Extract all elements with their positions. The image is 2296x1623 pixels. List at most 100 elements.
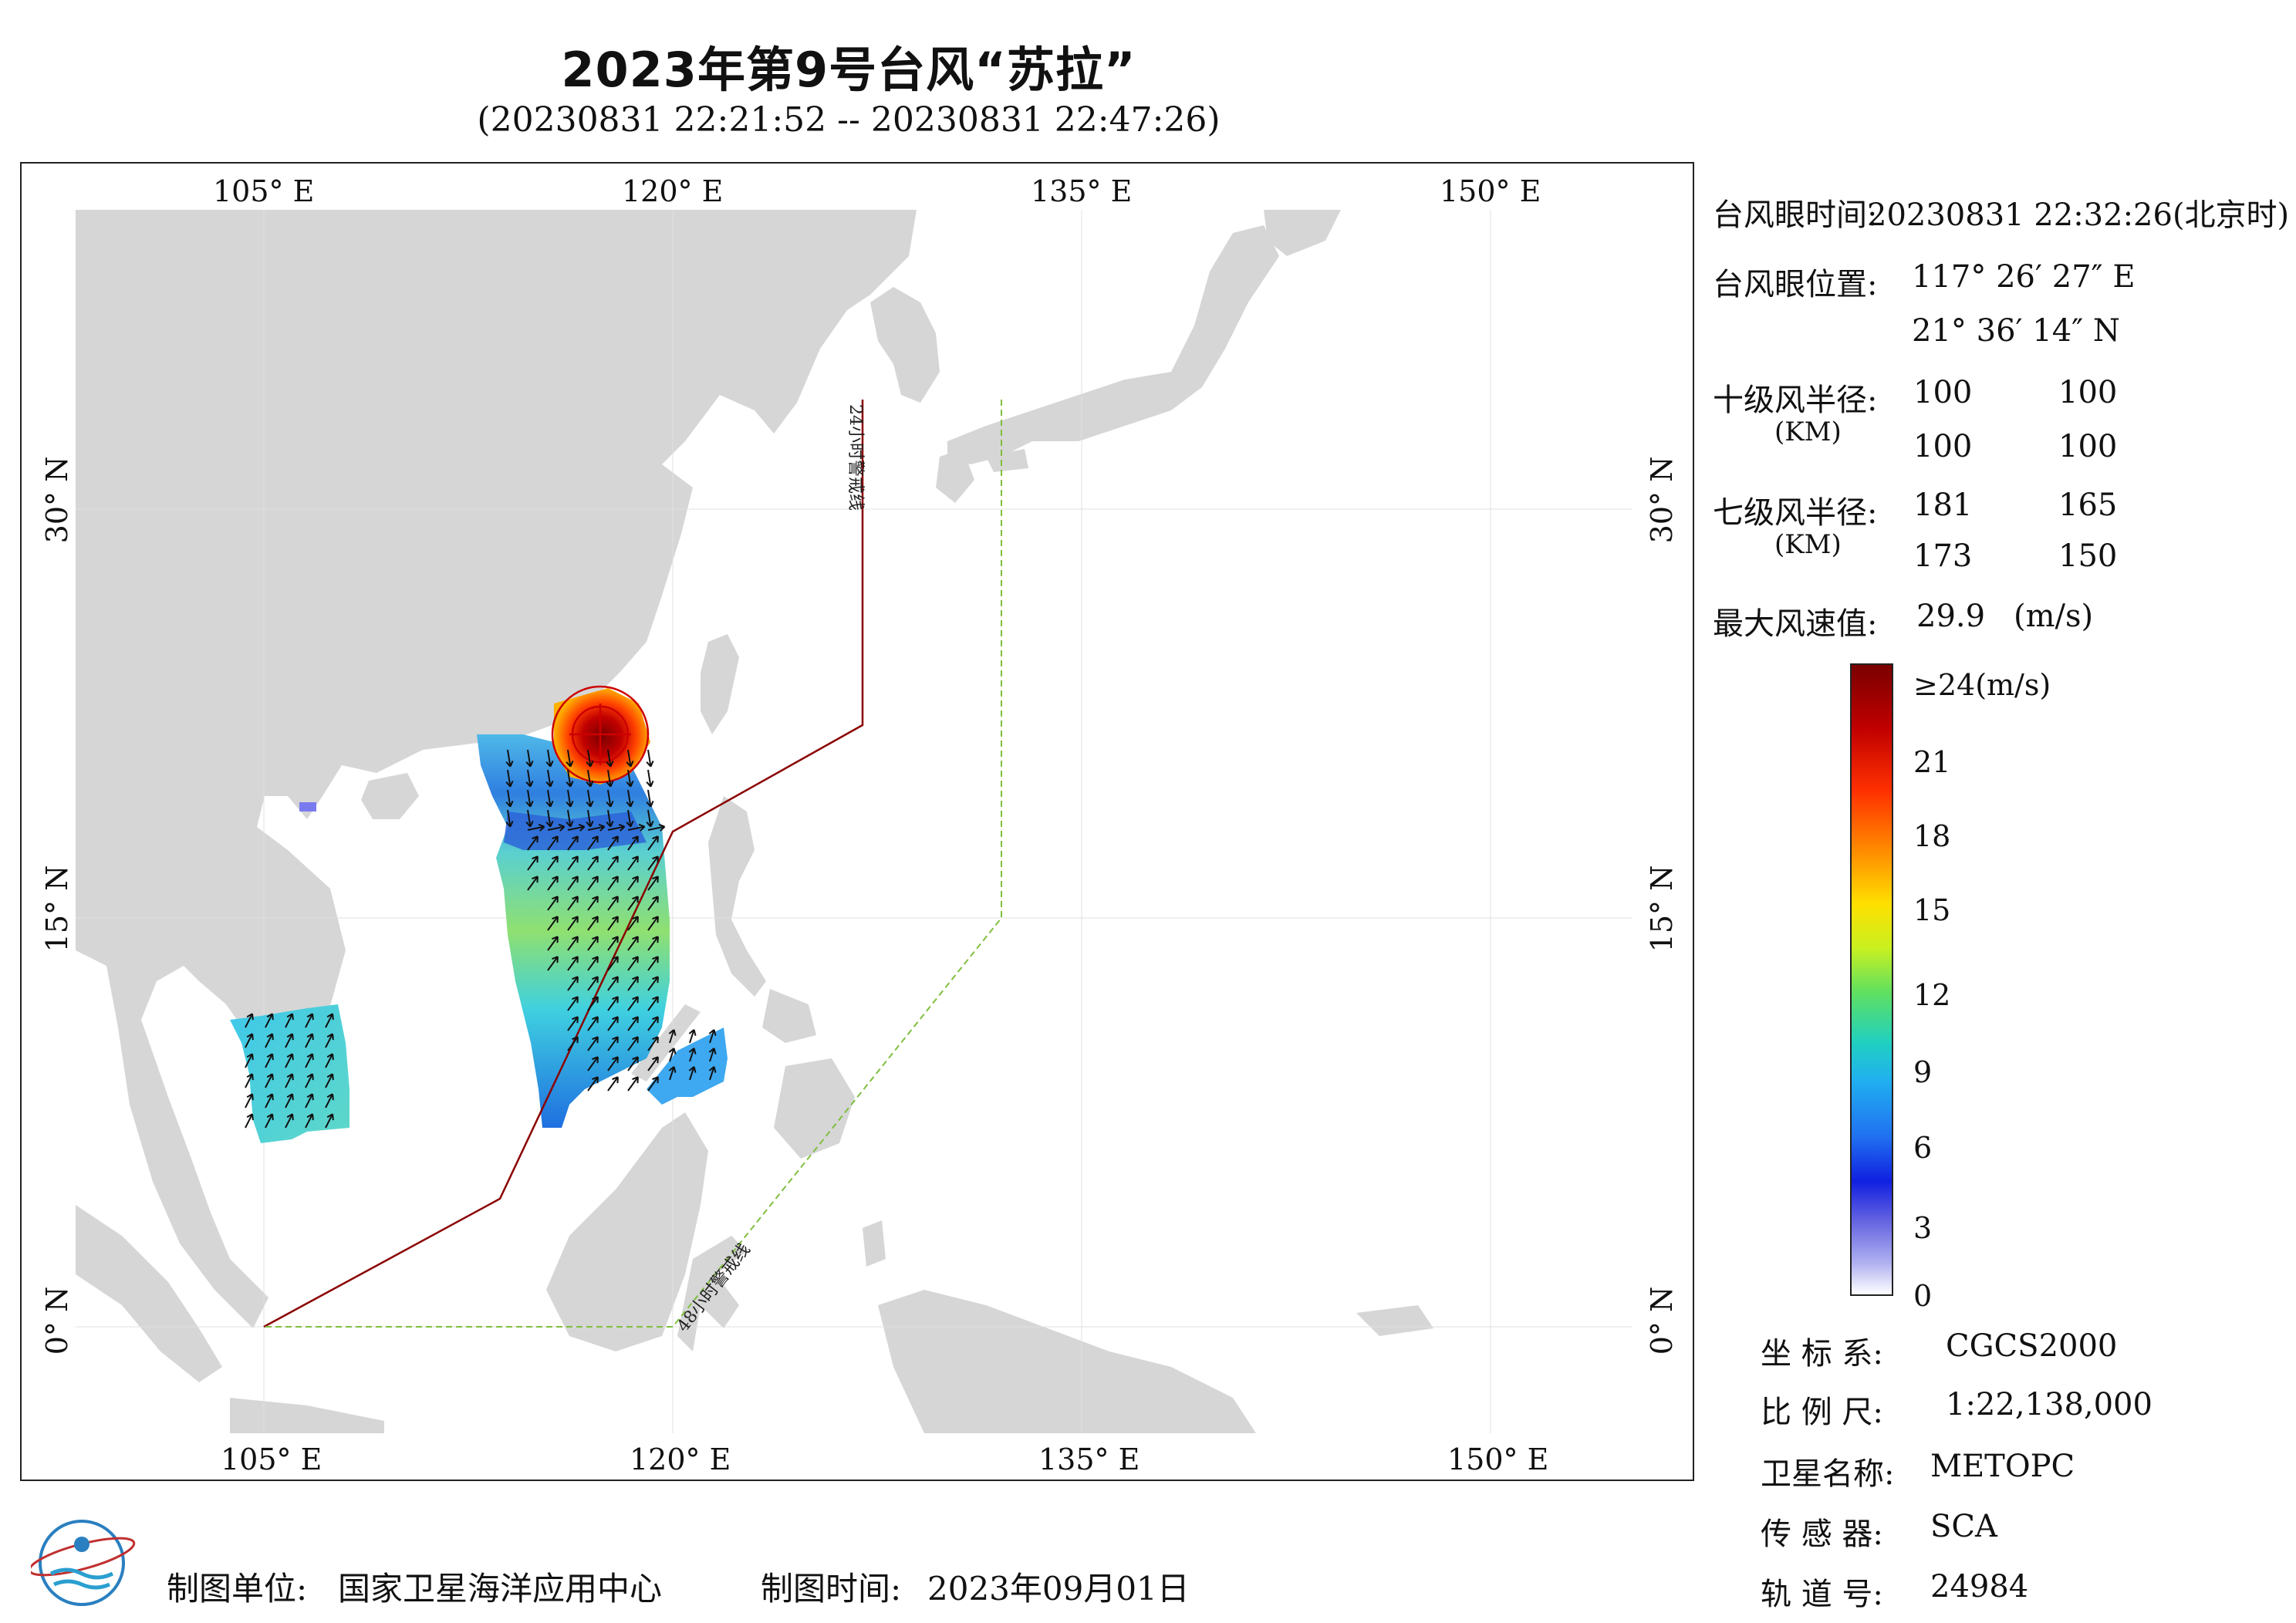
wind-arrow xyxy=(587,876,599,891)
wind-arrow xyxy=(647,1076,659,1092)
wind-arrow xyxy=(245,1113,254,1129)
wind-arrow xyxy=(566,769,574,788)
wind-arrow xyxy=(527,876,539,891)
sensor-label: 传 感 器: xyxy=(1761,1517,1883,1552)
wind-arrow xyxy=(607,1036,619,1051)
wind-arrow xyxy=(567,996,579,1011)
wind-arrow xyxy=(708,1066,717,1081)
wind-arrow xyxy=(265,1013,274,1028)
eye-position-label: 台风眼位置: xyxy=(1713,267,1878,302)
wind-arrow xyxy=(567,855,579,871)
wind-arrow xyxy=(586,769,594,788)
wind-arrow xyxy=(567,876,579,891)
wind-arrow xyxy=(305,1033,314,1048)
wind-arrow xyxy=(607,996,619,1011)
wind-arrow xyxy=(305,1013,314,1028)
wind-arrow xyxy=(525,809,534,828)
colorbar-label-15: 15 xyxy=(1913,893,1951,927)
wind-arrow xyxy=(285,1013,294,1028)
r10-sw: 100 xyxy=(1913,429,1973,464)
wind-arrow xyxy=(587,896,599,911)
wind-arrow xyxy=(627,1016,639,1031)
wind-arrow xyxy=(265,1073,274,1088)
satellite-value: METOPC xyxy=(1930,1449,2075,1484)
satellite-label: 卫星名称: xyxy=(1761,1456,1895,1492)
r7-ne: 181 xyxy=(1913,488,1973,523)
wind-arrow xyxy=(626,749,634,768)
wind-arrow xyxy=(647,1016,659,1031)
wind-arrow xyxy=(607,896,619,911)
colorbar-label-0: 0 xyxy=(1913,1279,1933,1313)
japan-kyushu xyxy=(936,449,974,503)
lon-tick-bottom-105: 105° E xyxy=(221,1442,322,1476)
map-canvas: 24小时警戒线 48小时警戒线 xyxy=(76,210,1633,1433)
wind-arrow xyxy=(668,1029,677,1044)
wind-arrow xyxy=(545,789,554,808)
colorbar-label-18: 18 xyxy=(1913,819,1951,853)
wind-arrow xyxy=(627,1036,639,1051)
wind-arrow xyxy=(688,1048,697,1062)
wind-arrow xyxy=(627,936,639,951)
wind-arrow xyxy=(647,876,659,891)
wind-arrow xyxy=(587,1056,599,1071)
wind-arrow xyxy=(567,835,579,851)
wind-arrow xyxy=(567,1036,579,1051)
wind-arrow xyxy=(586,809,594,828)
lat-tick-right-0: 0° N xyxy=(1645,1286,1679,1355)
wind-arrow xyxy=(586,789,594,808)
typhoon-core xyxy=(554,688,650,785)
palawan xyxy=(631,1004,701,1081)
wind-arrow xyxy=(668,1066,677,1081)
wind-arrow xyxy=(647,855,659,871)
r7-unit: (KM) xyxy=(1774,529,1842,560)
wind-arrow xyxy=(587,956,599,971)
wind-arrow xyxy=(305,1093,314,1108)
wind-arrow xyxy=(245,1093,254,1108)
wind-arrow xyxy=(265,1093,274,1108)
r7-se: 165 xyxy=(2058,488,2118,523)
wind-arrow xyxy=(265,1113,274,1129)
wind-arrow xyxy=(245,1053,254,1068)
wind-arrow xyxy=(587,916,599,931)
wind-arrow xyxy=(547,936,559,951)
wind-arrow xyxy=(627,835,639,851)
wind-arrow xyxy=(646,809,654,828)
wind-arrow xyxy=(627,1076,639,1092)
lon-tick-bottom-120: 120° E xyxy=(630,1442,731,1476)
footer-time-value: 2023年09月01日 xyxy=(927,1570,1190,1608)
wind-arrow xyxy=(265,1033,274,1048)
wind-arrow xyxy=(285,1053,294,1068)
wind-arrow xyxy=(325,1113,334,1129)
wind-arrow xyxy=(646,769,654,788)
wind-arrow xyxy=(688,1029,697,1044)
wind-arrow xyxy=(567,916,579,931)
wind-arrow xyxy=(627,855,639,871)
wind-arrow xyxy=(587,976,599,991)
wind-arrow xyxy=(325,1013,334,1028)
wind-arrow xyxy=(646,749,654,768)
wind-swath-gulf-thailand xyxy=(230,1004,349,1143)
lat-tick-right-30: 30° N xyxy=(1645,456,1679,544)
sensor-value: SCA xyxy=(1930,1509,1997,1544)
wind-arrow xyxy=(587,823,606,832)
wind-arrow xyxy=(607,876,619,891)
sumatra xyxy=(76,1205,222,1382)
wind-arrow xyxy=(607,976,619,991)
wind-arrow xyxy=(606,789,614,808)
wind-arrow xyxy=(505,789,514,808)
wind-arrow xyxy=(547,876,559,891)
wind-arrow xyxy=(547,896,559,911)
wind-arrow xyxy=(305,1053,314,1068)
wind-arrow xyxy=(567,976,579,991)
wind-arrow xyxy=(708,1048,717,1062)
footer-unit-label: 制图单位: xyxy=(167,1570,308,1608)
wind-arrow xyxy=(305,1073,314,1088)
colorbar-label-12: 12 xyxy=(1913,978,1951,1012)
r10-unit: (KM) xyxy=(1774,417,1842,447)
wind-arrow xyxy=(525,789,534,808)
footer-unit-value: 国家卫星海洋应用中心 xyxy=(338,1570,663,1608)
colorbar-label-9: 9 xyxy=(1913,1055,1933,1089)
wind-arrow xyxy=(587,936,599,951)
lat-tick-left-30: 30° N xyxy=(40,456,74,544)
lon-tick-bottom-135: 135° E xyxy=(1038,1442,1140,1476)
